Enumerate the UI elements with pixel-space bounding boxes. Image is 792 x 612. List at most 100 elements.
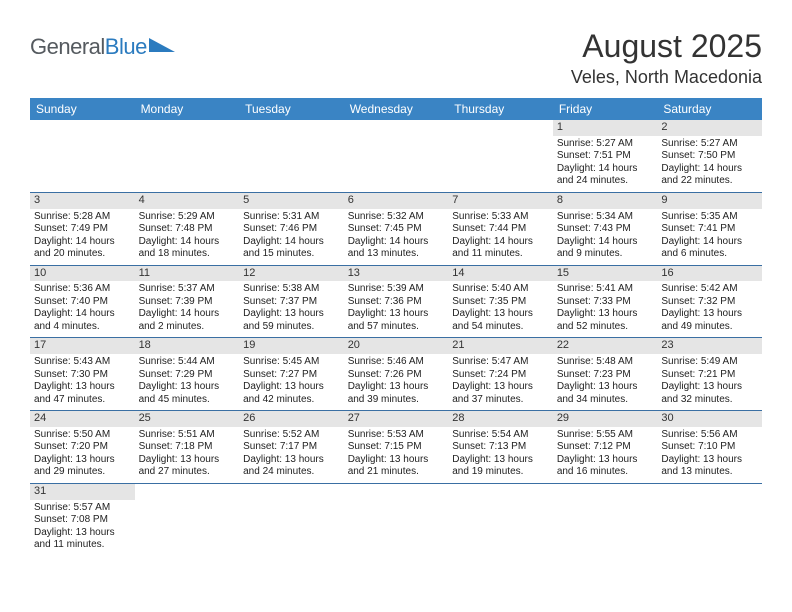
day-number: 27 [344, 411, 449, 427]
sunrise-text: Sunrise: 5:42 AM [661, 283, 758, 296]
calendar-cell: 23Sunrise: 5:49 AMSunset: 7:21 PMDayligh… [657, 338, 762, 411]
daylight-text: Daylight: 14 hours and 13 minutes. [348, 236, 445, 261]
sunrise-text: Sunrise: 5:33 AM [452, 211, 549, 224]
daylight-text: Daylight: 13 hours and 34 minutes. [557, 381, 654, 406]
sunset-text: Sunset: 7:30 PM [34, 369, 131, 382]
calendar-cell: 20Sunrise: 5:46 AMSunset: 7:26 PMDayligh… [344, 338, 449, 411]
calendar-cell [344, 120, 449, 192]
sunrise-text: Sunrise: 5:31 AM [243, 211, 340, 224]
location: Veles, North Macedonia [571, 67, 762, 88]
sunrise-text: Sunrise: 5:55 AM [557, 429, 654, 442]
calendar-row: 10Sunrise: 5:36 AMSunset: 7:40 PMDayligh… [30, 265, 762, 338]
sunset-text: Sunset: 7:51 PM [557, 150, 654, 163]
calendar-cell: 6Sunrise: 5:32 AMSunset: 7:45 PMDaylight… [344, 192, 449, 265]
day-number: 16 [657, 266, 762, 282]
sunrise-text: Sunrise: 5:56 AM [661, 429, 758, 442]
sunset-text: Sunset: 7:21 PM [661, 369, 758, 382]
weekday-header: Friday [553, 98, 658, 120]
calendar-cell: 31Sunrise: 5:57 AMSunset: 7:08 PMDayligh… [30, 483, 135, 555]
sunrise-text: Sunrise: 5:35 AM [661, 211, 758, 224]
sunset-text: Sunset: 7:40 PM [34, 296, 131, 309]
daylight-text: Daylight: 14 hours and 22 minutes. [661, 163, 758, 188]
daylight-text: Daylight: 13 hours and 27 minutes. [139, 454, 236, 479]
sunrise-text: Sunrise: 5:27 AM [661, 138, 758, 151]
daylight-text: Daylight: 14 hours and 11 minutes. [452, 236, 549, 261]
calendar-row: 1Sunrise: 5:27 AM Sunset: 7:51 PM Daylight… [30, 120, 762, 192]
calendar-cell: 2Sunrise: 5:27 AMSunset: 7:50 PMDaylight… [657, 120, 762, 192]
sunset-text: Sunset: 7:37 PM [243, 296, 340, 309]
sunrise-text: Sunrise: 5:46 AM [348, 356, 445, 369]
calendar-cell [553, 483, 658, 555]
calendar-cell: 29Sunrise: 5:55 AMSunset: 7:12 PMDayligh… [553, 411, 658, 484]
sunrise-text: Sunrise: 5:40 AM [452, 283, 549, 296]
sunset-text: Sunset: 7:50 PM [661, 150, 758, 163]
calendar-cell: 18Sunrise: 5:44 AMSunset: 7:29 PMDayligh… [135, 338, 240, 411]
sunrise-text: Sunrise: 5:57 AM [34, 502, 131, 515]
daylight-text: Daylight: 13 hours and 19 minutes. [452, 454, 549, 479]
calendar-cell: 10Sunrise: 5:36 AMSunset: 7:40 PMDayligh… [30, 265, 135, 338]
day-number: 1 [553, 120, 658, 136]
daylight-text: Daylight: 13 hours and 52 minutes. [557, 308, 654, 333]
sunset-text: Sunset: 7:26 PM [348, 369, 445, 382]
sunset-text: Sunset: 7:32 PM [661, 296, 758, 309]
sunrise-text: Sunrise: 5:39 AM [348, 283, 445, 296]
calendar-cell [135, 483, 240, 555]
sunrise-text: Sunrise: 5:34 AM [557, 211, 654, 224]
daylight-text: Daylight: 14 hours and 15 minutes. [243, 236, 340, 261]
day-number: 3 [30, 193, 135, 209]
day-number: 14 [448, 266, 553, 282]
sunrise-text: Sunrise: 5:44 AM [139, 356, 236, 369]
sunset-text: Sunset: 7:39 PM [139, 296, 236, 309]
calendar-row: 24Sunrise: 5:50 AMSunset: 7:20 PMDayligh… [30, 411, 762, 484]
calendar-cell: 30Sunrise: 5:56 AMSunset: 7:10 PMDayligh… [657, 411, 762, 484]
daylight-text: Daylight: 13 hours and 39 minutes. [348, 381, 445, 406]
calendar-cell: 25Sunrise: 5:51 AMSunset: 7:18 PMDayligh… [135, 411, 240, 484]
daylight-text: Daylight: 13 hours and 16 minutes. [557, 454, 654, 479]
daylight-text: Daylight: 14 hours and 2 minutes. [139, 308, 236, 333]
daylight-text: Daylight: 13 hours and 11 minutes. [34, 527, 131, 552]
weekday-header: Thursday [448, 98, 553, 120]
calendar-cell: 13Sunrise: 5:39 AMSunset: 7:36 PMDayligh… [344, 265, 449, 338]
day-number: 9 [657, 193, 762, 209]
sunset-text: Sunset: 7:36 PM [348, 296, 445, 309]
calendar-cell: 28Sunrise: 5:54 AMSunset: 7:13 PMDayligh… [448, 411, 553, 484]
sunset-text: Sunset: 7:45 PM [348, 223, 445, 236]
daylight-text: Daylight: 13 hours and 24 minutes. [243, 454, 340, 479]
sunset-text: Sunset: 7:10 PM [661, 441, 758, 454]
calendar-cell: 26Sunrise: 5:52 AMSunset: 7:17 PMDayligh… [239, 411, 344, 484]
sunset-text: Sunset: 7:44 PM [452, 223, 549, 236]
weekday-header: Wednesday [344, 98, 449, 120]
sunset-text: Sunset: 7:49 PM [34, 223, 131, 236]
weekday-header: Tuesday [239, 98, 344, 120]
sunrise-text: Sunrise: 5:37 AM [139, 283, 236, 296]
day-number: 23 [657, 338, 762, 354]
sunset-text: Sunset: 7:27 PM [243, 369, 340, 382]
calendar-cell [657, 483, 762, 555]
day-number: 21 [448, 338, 553, 354]
calendar-row: 3Sunrise: 5:28 AMSunset: 7:49 PMDaylight… [30, 192, 762, 265]
daylight-text: Daylight: 13 hours and 57 minutes. [348, 308, 445, 333]
sunset-text: Sunset: 7:41 PM [661, 223, 758, 236]
weekday-header: Saturday [657, 98, 762, 120]
sunset-text: Sunset: 7:23 PM [557, 369, 654, 382]
day-number: 8 [553, 193, 658, 209]
calendar-cell: 14Sunrise: 5:40 AMSunset: 7:35 PMDayligh… [448, 265, 553, 338]
day-number: 24 [30, 411, 135, 427]
calendar-cell [135, 120, 240, 192]
day-number: 18 [135, 338, 240, 354]
month-title: August 2025 [571, 28, 762, 65]
daylight-text: Daylight: 14 hours and 4 minutes. [34, 308, 131, 333]
day-number: 28 [448, 411, 553, 427]
daylight-text: Daylight: 14 hours and 18 minutes. [139, 236, 236, 261]
calendar-cell: 21Sunrise: 5:47 AMSunset: 7:24 PMDayligh… [448, 338, 553, 411]
sunset-text: Sunset: 7:48 PM [139, 223, 236, 236]
sunset-text: Sunset: 7:18 PM [139, 441, 236, 454]
day-number: 26 [239, 411, 344, 427]
calendar-cell: 22Sunrise: 5:48 AMSunset: 7:23 PMDayligh… [553, 338, 658, 411]
weekday-header: Sunday [30, 98, 135, 120]
calendar-cell: 17Sunrise: 5:43 AMSunset: 7:30 PMDayligh… [30, 338, 135, 411]
daylight-text: Daylight: 14 hours and 20 minutes. [34, 236, 131, 261]
header: GeneralBlue August 2025 Veles, North Mac… [30, 28, 762, 88]
day-number: 29 [553, 411, 658, 427]
daylight-text: Daylight: 13 hours and 45 minutes. [139, 381, 236, 406]
